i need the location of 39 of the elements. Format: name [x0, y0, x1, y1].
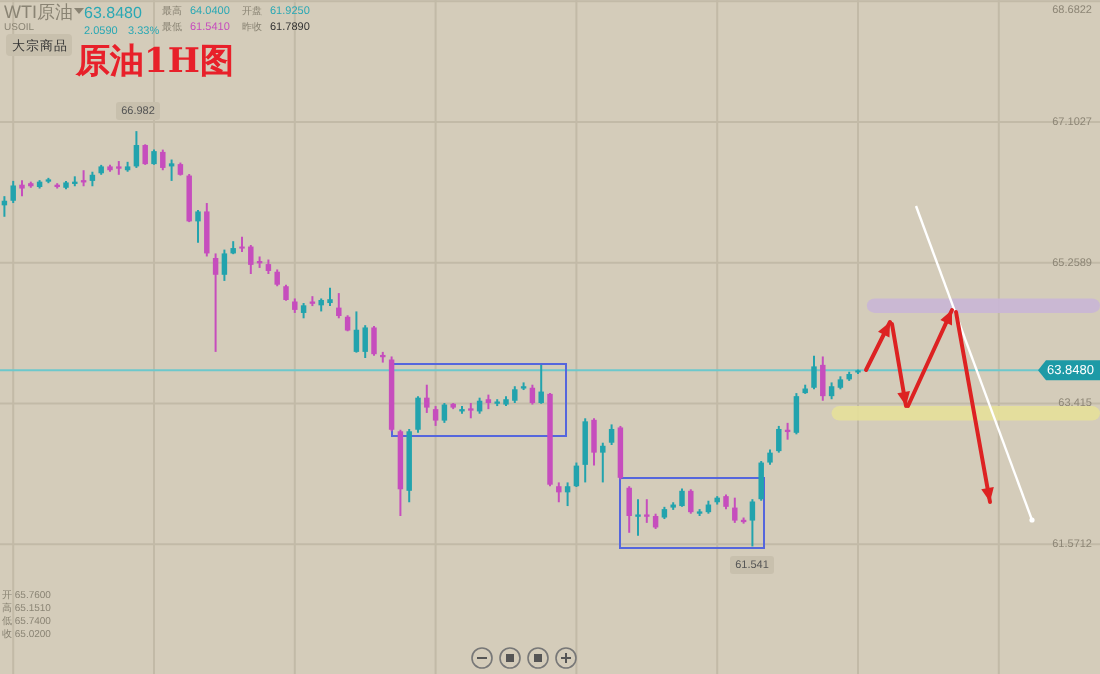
candlestick	[186, 173, 192, 224]
candlestick	[441, 402, 448, 424]
candlestick	[424, 383, 430, 414]
candlestick	[371, 324, 377, 357]
text: 原油1H图	[74, 42, 234, 82]
candlestick	[749, 498, 756, 548]
annotation: 63.8480	[84, 4, 143, 22]
candlestick	[195, 208, 201, 244]
candlestick	[529, 383, 536, 406]
candlestick	[160, 148, 166, 172]
candlestick	[688, 488, 694, 515]
candlestick	[732, 496, 738, 524]
candlestick	[212, 252, 219, 353]
candlestick	[432, 405, 439, 427]
candlestick	[133, 130, 140, 169]
candlestick	[626, 485, 632, 534]
candlestick	[811, 354, 817, 391]
candlestick	[142, 143, 148, 166]
candlestick	[600, 441, 606, 484]
candlestick	[793, 392, 800, 436]
candlestick	[336, 292, 342, 320]
candlestick	[582, 417, 588, 484]
candlestick	[362, 324, 368, 359]
candlestick	[644, 498, 650, 524]
candlestick	[776, 424, 782, 454]
candlestick	[221, 248, 228, 282]
candlestick	[556, 481, 562, 504]
candlestick	[820, 355, 826, 402]
candlestick	[758, 460, 764, 502]
candlestick	[564, 481, 571, 508]
candlestick	[204, 202, 210, 258]
candlestick	[415, 395, 421, 434]
annotation: WTI原油	[4, 2, 73, 22]
candlestick	[591, 417, 597, 467]
candlestick	[608, 423, 615, 447]
candlestick	[353, 310, 360, 354]
candlestick	[635, 498, 641, 537]
candlestick	[10, 179, 16, 205]
candlestick	[538, 363, 544, 405]
